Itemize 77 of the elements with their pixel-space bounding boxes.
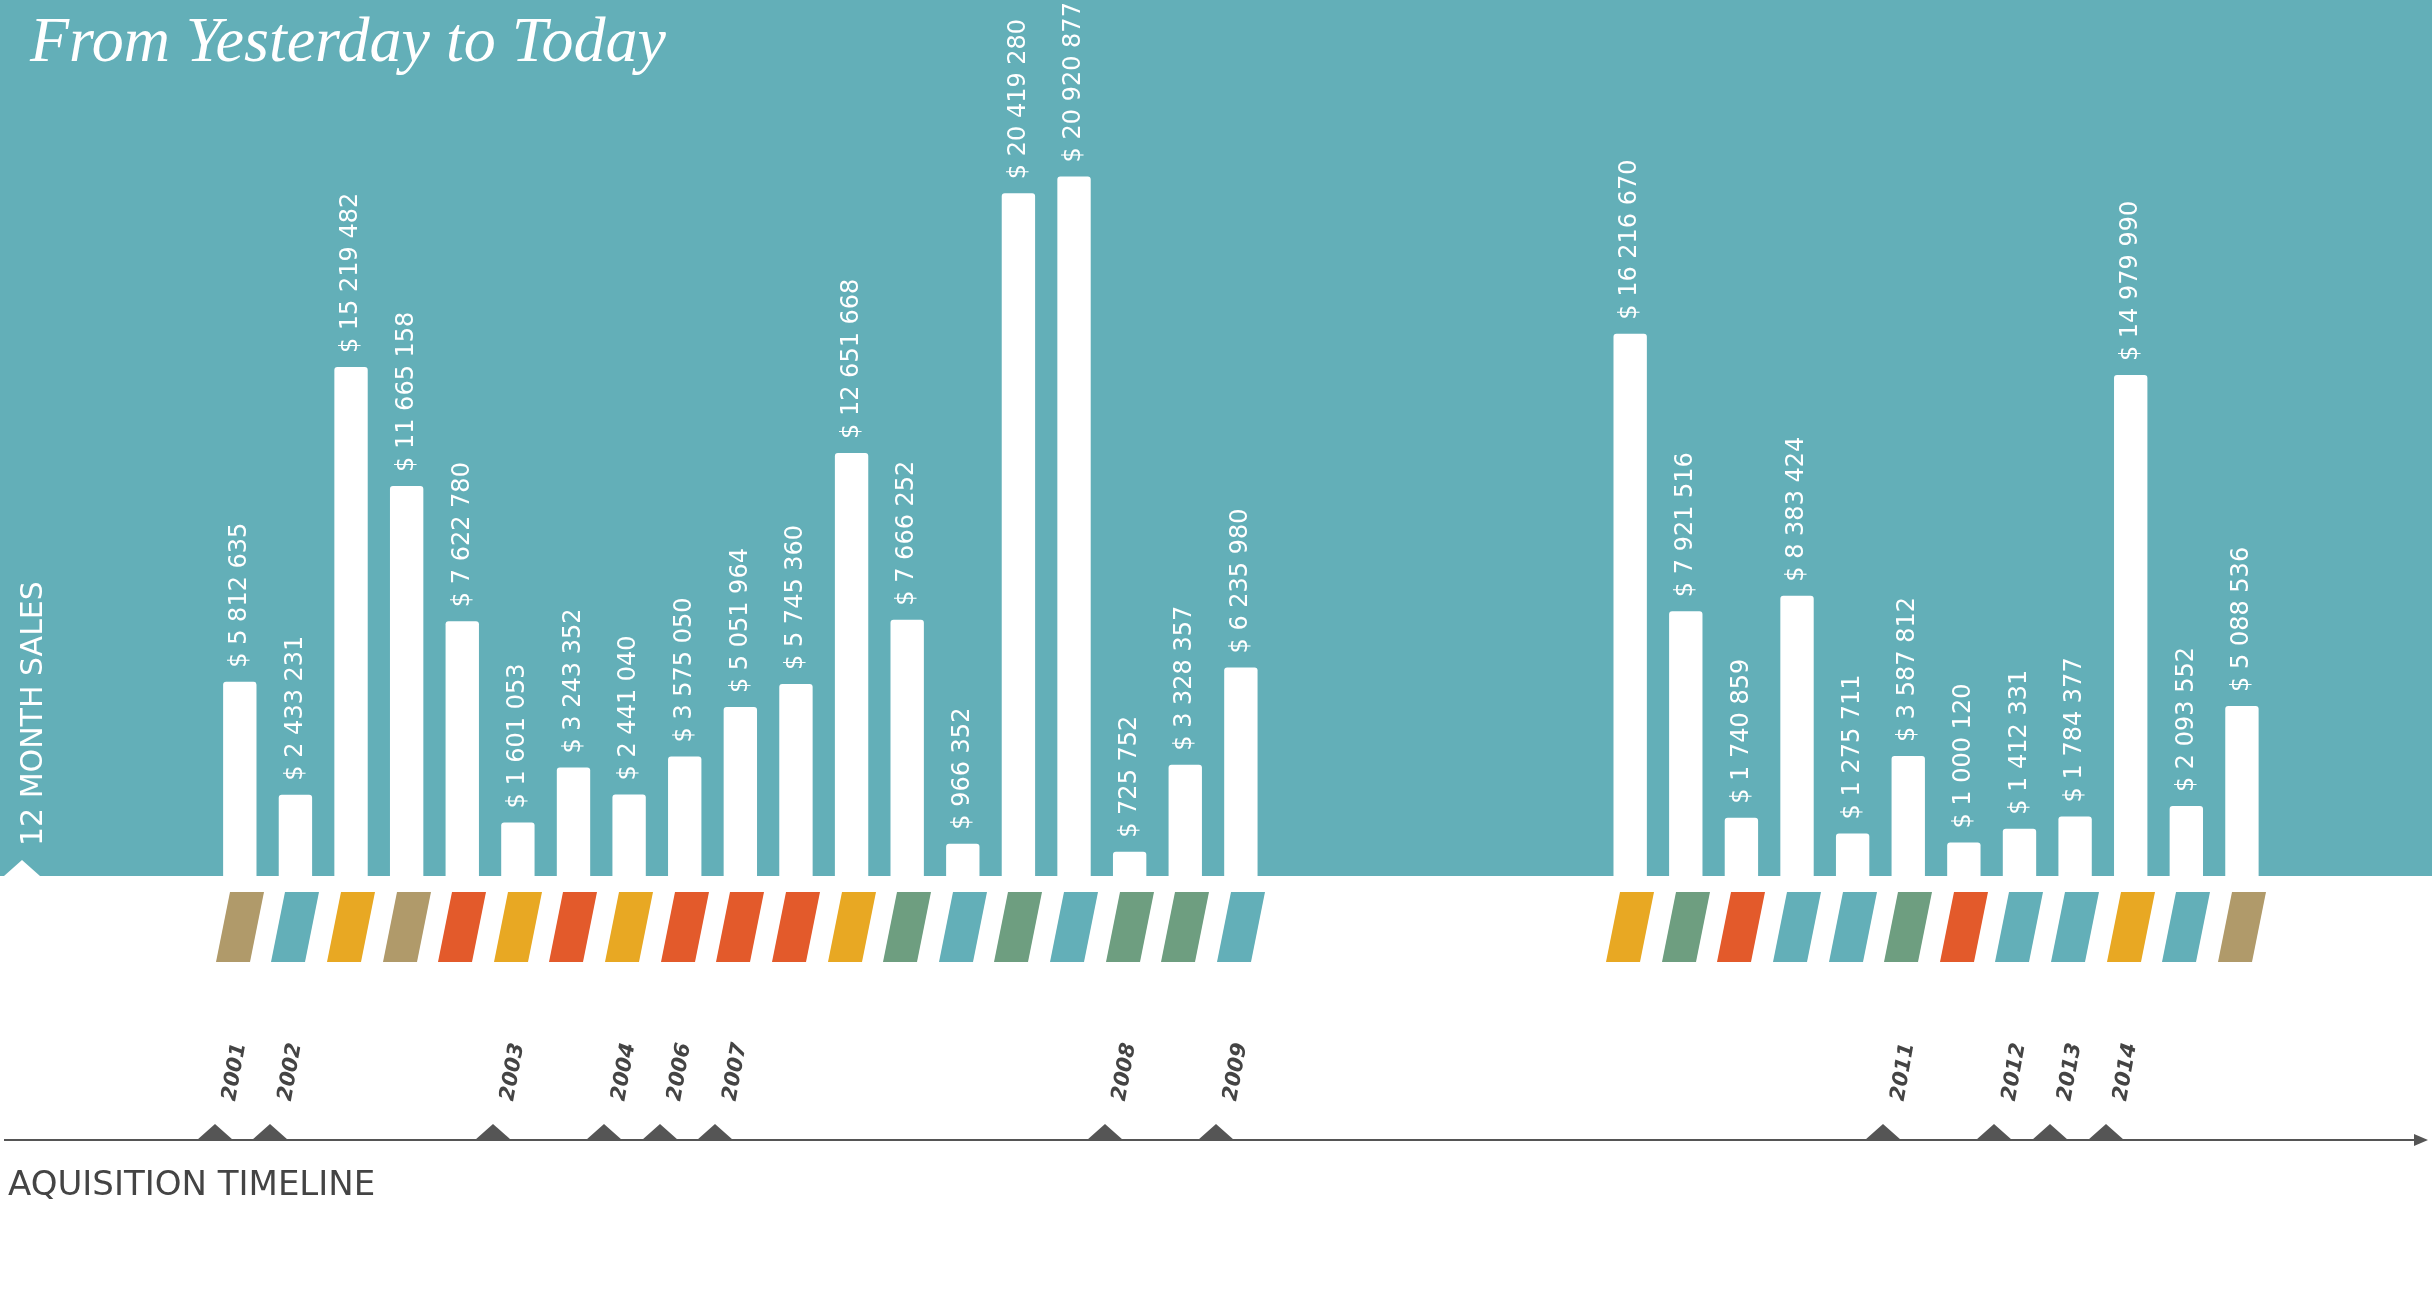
bar bbox=[1224, 667, 1258, 877]
data-label: $ 7 622 780 bbox=[446, 462, 475, 608]
bar bbox=[1947, 842, 1981, 877]
x-tick-label: 2001 bbox=[216, 1040, 251, 1103]
x-tick-label: 2009 bbox=[1217, 1040, 1252, 1103]
data-label: $ 12 651 668 bbox=[835, 278, 864, 439]
text: AQUISITION TIMELINE bbox=[8, 1162, 376, 1203]
bar bbox=[334, 367, 368, 877]
data-label: $ 1 740 859 bbox=[1725, 658, 1754, 804]
x-tick-label: 2011 bbox=[1884, 1040, 1919, 1103]
bar bbox=[2169, 806, 2204, 877]
data-label: $ 3 243 352 bbox=[557, 608, 586, 754]
bar bbox=[723, 707, 758, 877]
data-label: $ 20 920 877 bbox=[1058, 2, 1087, 163]
bar bbox=[2002, 828, 2037, 877]
data-label: $ 5 745 360 bbox=[780, 524, 809, 670]
x-tick-label: 2006 bbox=[661, 1040, 696, 1103]
data-label: $ 1 275 711 bbox=[1836, 674, 1865, 820]
data-label: $ 8 383 424 bbox=[1781, 436, 1810, 582]
bar bbox=[1669, 611, 1703, 877]
bar bbox=[556, 767, 591, 877]
bar bbox=[1891, 756, 1925, 877]
data-label: $ 2 433 231 bbox=[279, 635, 308, 781]
data-label: $ 11 665 158 bbox=[390, 311, 419, 472]
bar bbox=[501, 822, 535, 877]
data-label: $ 16 216 670 bbox=[1614, 159, 1643, 320]
bar bbox=[2225, 705, 2259, 877]
x-tick-label: 2002 bbox=[271, 1040, 306, 1103]
bar bbox=[1613, 333, 1647, 877]
data-label: $ 15 219 482 bbox=[335, 192, 364, 354]
bar bbox=[946, 843, 980, 877]
data-label: $ 6 235 980 bbox=[1225, 508, 1254, 654]
x-tick-label: 2008 bbox=[1106, 1040, 1140, 1103]
data-label: $ 5 088 536 bbox=[2226, 546, 2255, 692]
data-label: $ 2 093 552 bbox=[2170, 647, 2199, 793]
text: 12 MONTH SALES bbox=[13, 581, 49, 847]
bar bbox=[612, 794, 646, 877]
bar bbox=[223, 681, 257, 877]
data-label: $ 966 352 bbox=[947, 707, 976, 830]
data-label: $ 20 419 280 bbox=[1002, 18, 1031, 180]
x-tick-label: 2007 bbox=[716, 1040, 751, 1103]
data-label: $ 7 921 516 bbox=[1670, 452, 1699, 598]
data-label: $ 2 441 040 bbox=[613, 635, 642, 781]
data-label: $ 725 752 bbox=[1113, 715, 1142, 838]
data-label: $ 3 328 357 bbox=[1169, 605, 1198, 751]
bar bbox=[445, 621, 479, 877]
bar bbox=[389, 485, 424, 877]
x-tick-label: 2012 bbox=[1995, 1040, 2030, 1103]
data-label: $ 1 000 120 bbox=[1948, 683, 1977, 829]
data-label: $ 1 412 331 bbox=[2003, 669, 2032, 815]
x-tick-label: 2014 bbox=[2107, 1040, 2141, 1103]
data-label: $ 5 051 964 bbox=[724, 548, 753, 694]
data-label: $ 3 587 812 bbox=[1892, 597, 1921, 743]
bar bbox=[668, 756, 702, 877]
bar bbox=[834, 452, 869, 877]
bar bbox=[890, 619, 924, 877]
x-tick-label: 2004 bbox=[605, 1040, 640, 1103]
bar bbox=[278, 794, 313, 877]
data-label: $ 1 784 377 bbox=[2059, 657, 2088, 803]
bar bbox=[1835, 833, 1870, 877]
bar bbox=[779, 683, 813, 877]
data-label: $ 5 812 635 bbox=[224, 522, 253, 668]
bar bbox=[2114, 375, 2148, 877]
bar bbox=[1780, 595, 1814, 877]
bar bbox=[1057, 176, 1091, 877]
data-label: $ 7 666 252 bbox=[891, 460, 920, 606]
chart-title: From Yesterday to Today bbox=[29, 3, 667, 75]
x-tick-label: 2003 bbox=[494, 1040, 529, 1103]
bar bbox=[1724, 817, 1759, 877]
x-tick-label: 2013 bbox=[2051, 1040, 2086, 1103]
data-label: $ 1 601 053 bbox=[502, 663, 531, 809]
bar bbox=[1112, 851, 1147, 877]
bar bbox=[1168, 764, 1202, 877]
bar bbox=[1001, 193, 1036, 877]
bar bbox=[2058, 816, 2092, 877]
data-label: $ 3 575 050 bbox=[668, 597, 697, 743]
data-label: $ 14 979 990 bbox=[2114, 200, 2143, 362]
